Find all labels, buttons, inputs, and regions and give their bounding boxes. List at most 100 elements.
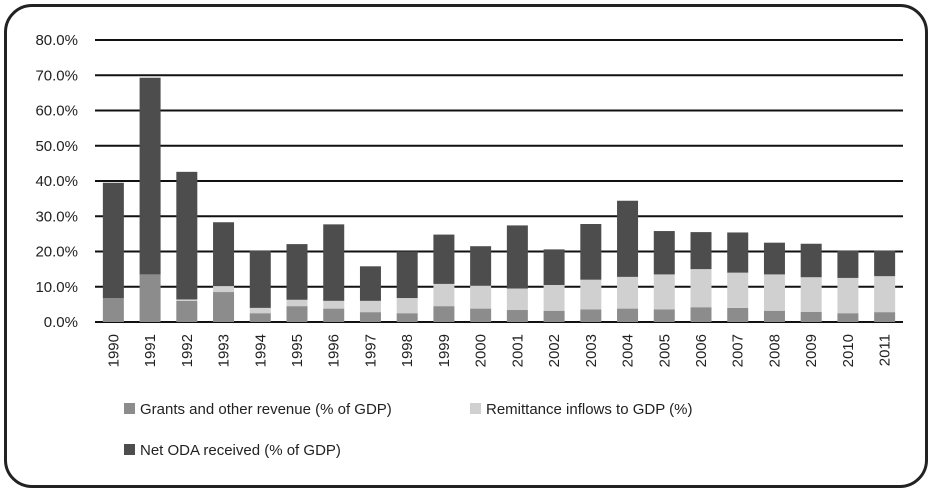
x-tick-label: 1993 (216, 334, 233, 367)
x-tick-label: 2007 (730, 334, 747, 367)
legend-label: Net ODA received (% of GDP) (140, 442, 341, 459)
x-tick-label: 1990 (105, 334, 122, 367)
bar-segment-grants-2007 (727, 307, 749, 322)
bar-segment-remittance-2006 (690, 269, 712, 308)
bar-segment-remittance-2008 (763, 274, 785, 311)
bar-segment-net-oda-2011 (874, 250, 896, 277)
bar-segment-net-oda-2003 (580, 224, 602, 280)
y-tick-label: 80.0% (35, 32, 78, 49)
y-tick-label: 60.0% (35, 103, 78, 120)
bar-segment-net-oda-1997 (359, 266, 381, 301)
bar-segment-net-oda-2004 (617, 200, 639, 277)
bar-segment-remittance-2011 (874, 276, 896, 313)
bar-segment-grants-1992 (176, 300, 198, 322)
bar-segment-grants-2010 (837, 313, 859, 322)
bar-segment-grants-1991 (139, 274, 161, 322)
bar-segment-remittance-1992 (176, 299, 198, 301)
bar-segment-remittance-2003 (580, 279, 602, 310)
bar-segment-remittance-2009 (800, 277, 822, 312)
bar-segment-net-oda-2008 (763, 242, 785, 275)
y-tick-label: 30.0% (35, 208, 78, 225)
x-axis-tick-labels: 1990 1991 1992 1993 1994 1995 1996 1997 1998 1999… (105, 334, 893, 367)
legend-item-remittance: Remittance inflows to GDP (%) (470, 401, 692, 418)
x-tick-label: 1991 (142, 334, 159, 367)
x-tick-label: 2005 (656, 334, 673, 367)
bar-segment-net-oda-1999 (433, 234, 455, 284)
bar-segment-remittance-1996 (323, 300, 345, 309)
bar-segment-net-oda-1994 (249, 250, 271, 308)
legend-item-net-oda: Net ODA received (% of GDP) (124, 442, 341, 459)
bar-segment-grants-2003 (580, 309, 602, 322)
x-tick-label: 1992 (179, 334, 196, 367)
x-tick-label: 2009 (803, 334, 820, 367)
bar-segment-net-oda-1990 (102, 182, 124, 299)
bar-segment-grants-1994 (249, 313, 271, 322)
bar-segment-grants-1996 (323, 308, 345, 322)
bar-segment-grants-2001 (506, 310, 528, 322)
x-tick-label: 1997 (362, 334, 379, 367)
bar-segment-net-oda-1998 (396, 251, 418, 299)
legend-label: Remittance inflows to GDP (%) (486, 401, 692, 418)
bar-segment-grants-2006 (690, 307, 712, 322)
bar-segment-remittance-2005 (653, 274, 675, 310)
y-tick-label: 40.0% (35, 173, 78, 190)
bar-segment-net-oda-2006 (690, 232, 712, 270)
x-tick-label: 2004 (620, 334, 637, 367)
bar-segment-grants-1999 (433, 306, 455, 322)
bar-segment-remittance-2007 (727, 272, 749, 308)
x-tick-label: 2011 (877, 334, 894, 366)
x-tick-label: 1995 (289, 334, 306, 367)
bar-segment-grants-2000 (470, 308, 492, 322)
legend-swatch (124, 444, 135, 455)
legend-swatch (470, 403, 481, 414)
bar-segment-grants-1990 (102, 298, 124, 322)
legend: Grants and other revenue (% of GDP) Remit… (124, 401, 692, 459)
x-tick-label: 1996 (326, 334, 343, 367)
bar-segment-remittance-1999 (433, 283, 455, 307)
x-tick-label: 2003 (583, 334, 600, 367)
bar-segment-grants-2004 (617, 308, 639, 322)
x-tick-label: 2002 (546, 334, 563, 367)
bars (102, 77, 896, 322)
bar-segment-net-oda-1992 (176, 171, 198, 300)
bar-segment-net-oda-2005 (653, 231, 675, 275)
x-tick-label: 2010 (840, 334, 857, 367)
bar-segment-remittance-1993 (213, 286, 235, 293)
legend-swatch (124, 403, 135, 414)
legend-label: Grants and other revenue (% of GDP) (140, 401, 392, 418)
bar-segment-remittance-1997 (359, 300, 381, 313)
bar-segment-grants-1995 (286, 306, 308, 322)
x-tick-label: 2000 (473, 334, 490, 367)
y-tick-label: 70.0% (35, 67, 78, 84)
bar-segment-remittance-2000 (470, 285, 492, 309)
bar-segment-net-oda-2010 (837, 250, 859, 278)
y-tick-label: 50.0% (35, 138, 78, 155)
bar-segment-net-oda-2000 (470, 246, 492, 286)
x-tick-label: 1999 (436, 334, 453, 367)
bar-segment-net-oda-1991 (139, 77, 161, 275)
bar-segment-net-oda-2009 (800, 243, 822, 278)
legend-item-grants: Grants and other revenue (% of GDP) (124, 401, 392, 418)
bar-segment-grants-2009 (800, 311, 822, 322)
bar-segment-net-oda-1995 (286, 244, 308, 300)
x-tick-label: 1994 (252, 334, 269, 367)
bar-segment-net-oda-1996 (323, 224, 345, 301)
x-tick-label: 1998 (399, 334, 416, 367)
bar-segment-remittance-2004 (617, 276, 639, 309)
bar-segment-grants-1997 (359, 312, 381, 322)
y-tick-label: 20.0% (35, 244, 78, 261)
bar-segment-grants-2008 (763, 310, 785, 322)
x-tick-label: 2008 (766, 334, 783, 367)
y-axis-tick-labels: 0.0% 10.0% 20.0% 30.0% 40.0% 50.0% 60.0% 70.0% 8… (35, 32, 78, 331)
x-tick-label: 2006 (693, 334, 710, 367)
bar-segment-grants-2005 (653, 309, 675, 322)
bar-segment-remittance-2002 (543, 284, 565, 311)
bar-segment-net-oda-1993 (213, 222, 235, 287)
bar-segment-remittance-2001 (506, 288, 528, 311)
bar-segment-remittance-2010 (837, 277, 859, 314)
bar-segment-grants-2011 (874, 312, 896, 322)
bar-segment-remittance-1998 (396, 298, 418, 314)
bar-segment-grants-1998 (396, 313, 418, 322)
y-tick-label: 0.0% (44, 314, 78, 331)
